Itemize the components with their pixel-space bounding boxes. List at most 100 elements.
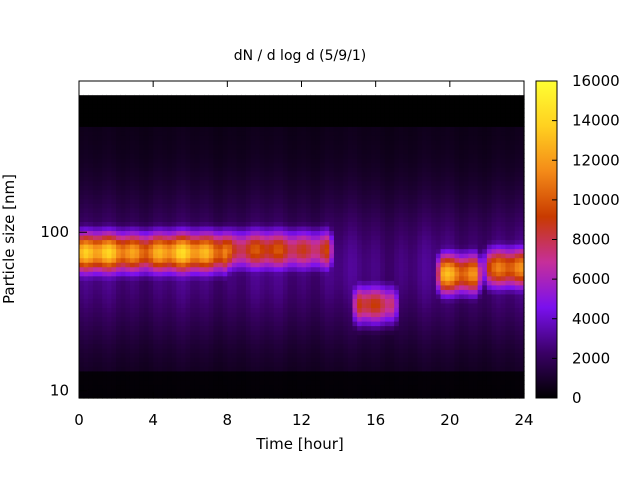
heatmap-cell <box>88 388 94 395</box>
heatmap-cell <box>241 117 247 123</box>
heatmap-cell <box>194 139 201 145</box>
heatmap-cell <box>384 207 391 213</box>
heatmap-cell <box>292 234 298 241</box>
heatmap-cell <box>213 298 219 304</box>
heatmap-cell <box>310 311 317 318</box>
heatmap-cell <box>273 357 279 363</box>
heatmap-cell <box>185 126 191 132</box>
heatmap-cell <box>255 81 261 87</box>
heatmap-cell <box>296 194 303 200</box>
heatmap-cell <box>250 216 256 222</box>
heatmap-cell <box>102 370 108 376</box>
heatmap-cell <box>264 343 270 349</box>
heatmap-cell <box>83 352 89 358</box>
heatmap-cell <box>264 162 270 168</box>
heatmap-cell <box>245 162 252 168</box>
heatmap-cell <box>227 148 233 155</box>
heatmap-cell <box>282 339 289 345</box>
heatmap-cell <box>292 266 298 272</box>
heatmap-cell <box>269 81 275 87</box>
heatmap-cell <box>171 393 177 399</box>
heatmap-cell <box>389 153 395 159</box>
heatmap-cell <box>218 244 224 250</box>
heatmap-cell <box>282 212 289 218</box>
heatmap-cell <box>218 280 224 286</box>
heatmap-cell <box>408 284 414 290</box>
heatmap-cell <box>157 108 164 114</box>
heatmap-cell <box>167 99 173 105</box>
heatmap-cell <box>245 185 252 191</box>
heatmap-cell <box>125 330 131 336</box>
heatmap-cell <box>357 280 363 286</box>
heatmap-cell <box>92 307 99 313</box>
heatmap-cell <box>153 257 159 263</box>
heatmap-cell <box>106 316 113 322</box>
heatmap-cell <box>153 325 159 331</box>
heatmap-cell <box>208 144 215 150</box>
heatmap-cell <box>199 348 205 354</box>
heatmap-cell <box>102 289 108 295</box>
heatmap-cell <box>111 239 117 245</box>
heatmap-cell <box>167 307 173 313</box>
heatmap-cell <box>287 121 293 127</box>
heatmap-cell <box>366 393 372 399</box>
heatmap-cell <box>361 244 367 250</box>
heatmap-cell <box>347 244 354 250</box>
heatmap-cell <box>129 176 136 182</box>
heatmap-cell <box>190 121 196 127</box>
heatmap-cell <box>352 144 358 150</box>
heatmap-cell <box>389 189 395 195</box>
heatmap-cell <box>310 230 317 236</box>
heatmap-cell <box>116 189 122 195</box>
heatmap-cell <box>231 361 238 367</box>
heatmap-cell <box>241 153 247 159</box>
heatmap-cell <box>403 207 409 213</box>
heatmap-cell <box>264 330 270 336</box>
heatmap-cell <box>153 90 159 96</box>
heatmap-cell <box>380 94 386 100</box>
heatmap-cell <box>329 207 335 213</box>
heatmap-cell <box>153 307 159 313</box>
heatmap-cell <box>375 203 381 209</box>
heatmap-cell <box>88 379 94 386</box>
heatmap-cell <box>273 262 279 268</box>
heatmap-cell <box>79 94 85 100</box>
heatmap-cell <box>129 293 136 299</box>
heatmap-cell <box>227 289 233 295</box>
heatmap-cell <box>273 221 279 227</box>
heatmap-cell <box>111 117 117 123</box>
heatmap-cell <box>102 302 108 309</box>
heatmap-cell <box>292 207 298 213</box>
heatmap-cell <box>204 343 210 349</box>
heatmap-cell <box>361 271 367 277</box>
heatmap-cell <box>273 203 279 209</box>
heatmap-cell <box>398 234 405 241</box>
heatmap-cell <box>245 334 252 340</box>
heatmap-cell <box>408 330 414 336</box>
heatmap-cell <box>366 171 372 177</box>
heatmap-cell <box>129 234 136 241</box>
heatmap-cell <box>111 94 117 100</box>
heatmap-cell <box>320 257 326 263</box>
heatmap-cell <box>227 171 233 177</box>
heatmap-cell <box>371 361 377 367</box>
heatmap-cell <box>88 139 94 145</box>
heatmap-cell <box>361 144 367 150</box>
heatmap-cell <box>366 198 372 204</box>
heatmap-cell <box>320 262 326 268</box>
heatmap-cell <box>241 108 247 114</box>
heatmap-cell <box>375 130 381 136</box>
heatmap-cell <box>371 135 377 141</box>
heatmap-cell <box>143 90 150 96</box>
heatmap-cell <box>176 330 182 336</box>
heatmap-cell <box>194 171 201 177</box>
heatmap-cell <box>389 176 395 182</box>
heatmap-cell <box>296 171 303 177</box>
heatmap-cell <box>83 189 89 195</box>
heatmap-cell <box>380 117 386 123</box>
heatmap-cell <box>255 176 261 182</box>
heatmap-cell <box>338 130 344 136</box>
heatmap-cell <box>389 289 395 295</box>
heatmap-cell <box>371 298 377 304</box>
heatmap-cell <box>282 266 289 272</box>
